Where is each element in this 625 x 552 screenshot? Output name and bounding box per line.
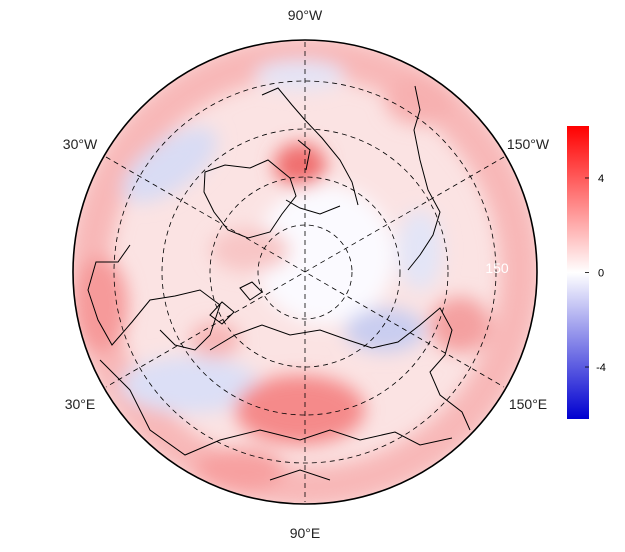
canadian-archipelago-coast (261, 87, 359, 215)
greenland-coast (203, 159, 297, 239)
alaska-coast (407, 85, 441, 271)
latitude-circle-80 (257, 224, 353, 320)
latitude-circle-50 (113, 80, 497, 464)
colorbar-tick-label: 4 (598, 173, 604, 185)
colorbar-ticks: 4 0 -4 (585, 173, 606, 374)
graticule (105, 42, 505, 502)
colorbar-tick-label: 0 (598, 268, 604, 280)
coastlines (87, 85, 471, 481)
lon-label-inner-right: 150 (485, 260, 509, 276)
map-border (72, 39, 538, 505)
lon-label-top: 90°W (288, 7, 323, 23)
meridian-150 (105, 156, 505, 388)
latitude-circle-60 (161, 128, 449, 416)
lon-label-bottom: 90°E (290, 525, 321, 541)
siberia-coast (209, 307, 471, 431)
lon-label-upper-left: 30°W (63, 136, 98, 152)
lon-label-lower-left: 30°E (65, 396, 96, 412)
anomaly-field (73, 40, 537, 504)
lon-label-upper-right: 150°W (507, 136, 550, 152)
novaya-zemlya-coast (209, 301, 235, 325)
map-disk (73, 40, 537, 504)
colorbar-tick-label: -4 (596, 362, 606, 374)
colorbar-gradient (567, 126, 589, 419)
colorbar: 4 0 -4 (567, 126, 606, 419)
europe-coast (87, 244, 221, 351)
lon-label-lower-right: 150°E (509, 396, 547, 412)
asia-borders (99, 359, 453, 481)
svalbard-coast (239, 281, 263, 301)
